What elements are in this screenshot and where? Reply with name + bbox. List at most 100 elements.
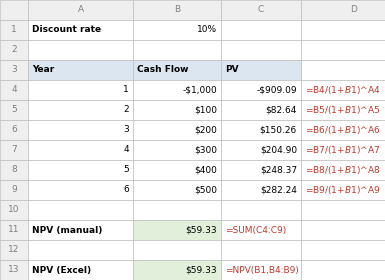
Bar — [28, 140, 133, 160]
Bar — [28, 240, 133, 260]
Text: 11: 11 — [8, 225, 20, 235]
Bar — [28, 40, 133, 60]
Bar — [133, 160, 221, 180]
Bar — [28, 60, 133, 80]
Text: =B9/(1+$B$1)^A9: =B9/(1+$B$1)^A9 — [305, 184, 380, 196]
Bar — [301, 100, 385, 120]
Bar — [301, 80, 385, 100]
Text: $150.26: $150.26 — [260, 125, 297, 134]
Text: =B4/(1+$B$1)^A4: =B4/(1+$B$1)^A4 — [305, 84, 380, 96]
Bar — [0, 100, 28, 120]
Text: 10: 10 — [8, 206, 20, 214]
Bar — [28, 100, 133, 120]
Bar — [301, 40, 385, 60]
Text: 1: 1 — [11, 25, 17, 34]
Bar — [28, 120, 133, 140]
Bar — [0, 40, 28, 60]
Bar — [28, 160, 133, 180]
Bar — [221, 140, 301, 160]
Text: $100: $100 — [194, 106, 217, 115]
Text: PV: PV — [225, 66, 239, 74]
Bar — [221, 120, 301, 140]
Text: B: B — [174, 6, 180, 15]
Text: NPV (Excel): NPV (Excel) — [32, 265, 91, 274]
Text: -$1,000: -$1,000 — [182, 85, 217, 95]
Bar — [28, 260, 133, 280]
Bar — [28, 220, 133, 240]
Text: 10%: 10% — [197, 25, 217, 34]
Bar — [133, 100, 221, 120]
Bar — [301, 220, 385, 240]
Bar — [0, 220, 28, 240]
Bar — [301, 160, 385, 180]
Text: 4: 4 — [11, 85, 17, 95]
Text: =B7/(1+$B$1)^A7: =B7/(1+$B$1)^A7 — [305, 144, 380, 156]
Text: $400: $400 — [194, 165, 217, 174]
Text: 1: 1 — [123, 85, 129, 95]
Text: A: A — [77, 6, 84, 15]
Bar — [221, 200, 301, 220]
Text: 13: 13 — [8, 265, 20, 274]
Bar — [28, 80, 133, 100]
Text: =SUM(C4:C9): =SUM(C4:C9) — [225, 225, 286, 235]
Text: $59.33: $59.33 — [185, 225, 217, 235]
Bar — [133, 140, 221, 160]
Text: NPV (manual): NPV (manual) — [32, 225, 102, 235]
Bar — [133, 120, 221, 140]
Text: 4: 4 — [123, 146, 129, 155]
Bar — [133, 40, 221, 60]
Text: =B6/(1+$B$1)^A6: =B6/(1+$B$1)^A6 — [305, 124, 380, 136]
Text: $204.90: $204.90 — [260, 146, 297, 155]
Text: 6: 6 — [123, 186, 129, 195]
Bar — [0, 0, 28, 20]
Bar — [301, 60, 385, 80]
Bar — [133, 0, 221, 20]
Bar — [0, 80, 28, 100]
Text: $500: $500 — [194, 186, 217, 195]
Bar — [221, 160, 301, 180]
Text: $248.37: $248.37 — [260, 165, 297, 174]
Bar — [133, 180, 221, 200]
Text: 2: 2 — [123, 106, 129, 115]
Text: 12: 12 — [8, 246, 20, 255]
Bar — [133, 200, 221, 220]
Text: D: D — [350, 6, 357, 15]
Text: =B5/(1+$B$1)^A5: =B5/(1+$B$1)^A5 — [305, 104, 380, 116]
Text: $300: $300 — [194, 146, 217, 155]
Text: Cash Flow: Cash Flow — [137, 66, 189, 74]
Bar — [28, 20, 133, 40]
Bar — [221, 220, 301, 240]
Bar — [133, 80, 221, 100]
Bar — [133, 20, 221, 40]
Text: 6: 6 — [11, 125, 17, 134]
Bar — [301, 0, 385, 20]
Text: 9: 9 — [11, 186, 17, 195]
Text: $59.33: $59.33 — [185, 265, 217, 274]
Text: C: C — [258, 6, 264, 15]
Bar — [221, 20, 301, 40]
Bar — [28, 180, 133, 200]
Text: $282.24: $282.24 — [260, 186, 297, 195]
Text: 3: 3 — [11, 66, 17, 74]
Text: 7: 7 — [11, 146, 17, 155]
Bar — [133, 220, 221, 240]
Bar — [221, 0, 301, 20]
Bar — [0, 20, 28, 40]
Text: $82.64: $82.64 — [266, 106, 297, 115]
Bar — [0, 60, 28, 80]
Bar — [0, 120, 28, 140]
Bar — [221, 180, 301, 200]
Text: 2: 2 — [11, 45, 17, 55]
Bar — [221, 60, 301, 80]
Bar — [28, 200, 133, 220]
Bar — [301, 20, 385, 40]
Bar — [133, 260, 221, 280]
Bar — [0, 240, 28, 260]
Bar — [0, 260, 28, 280]
Bar — [0, 160, 28, 180]
Bar — [301, 180, 385, 200]
Bar — [301, 120, 385, 140]
Text: 3: 3 — [123, 125, 129, 134]
Text: $200: $200 — [194, 125, 217, 134]
Bar — [221, 80, 301, 100]
